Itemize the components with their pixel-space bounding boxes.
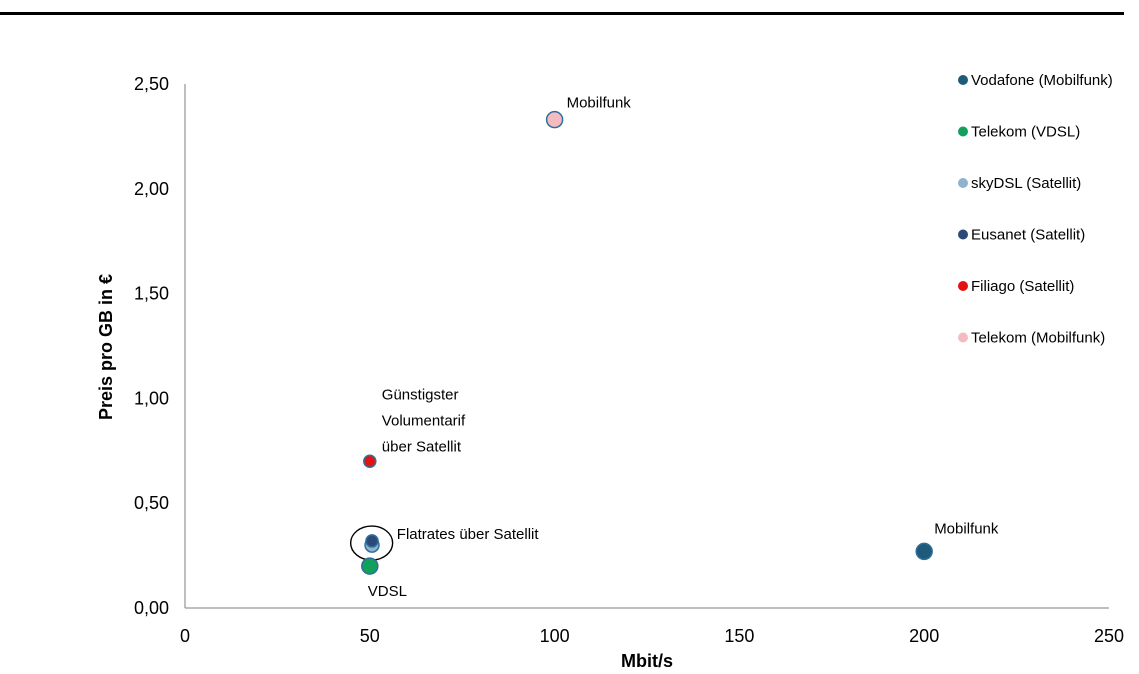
x-tick-label: 250: [1094, 626, 1124, 646]
legend-marker: [958, 281, 968, 291]
legend-marker: [958, 126, 968, 137]
legend-entry: Vodafone (Mobilfunk): [971, 72, 1113, 89]
y-tick-label: 1,50: [134, 284, 169, 304]
legend-entry: Telekom (Mobilfunk): [971, 330, 1105, 347]
annotation-guenstigster-volumentarif: über Satellit: [382, 438, 462, 455]
y-tick-label: 2,00: [134, 179, 169, 199]
annotation-mobilfunk-vodafone: Mobilfunk: [934, 520, 999, 537]
legend-marker: [958, 178, 968, 188]
x-tick-label: 150: [724, 626, 754, 646]
annotation-mobilfunk-telekom: Mobilfunk: [567, 95, 632, 112]
y-tick-label: 0,50: [134, 493, 169, 513]
x-tick-label: 200: [909, 626, 939, 646]
legend-entry: Telekom (VDSL): [971, 124, 1080, 141]
annotation-vdsl: VDSL: [368, 583, 407, 600]
data-point: [915, 542, 933, 561]
y-tick-label: 2,50: [134, 74, 169, 94]
y-tick-label: 1,00: [134, 388, 169, 408]
data-point: [365, 534, 379, 548]
x-tick-labels: 0 50 100 150 200 250: [180, 626, 1124, 646]
y-tick-labels: 0,00 0,50 1,00 1,50 2,00 2,50: [134, 74, 169, 618]
data-point: [361, 557, 379, 575]
data-point: [545, 110, 564, 129]
legend-marker: [958, 75, 968, 85]
annotation-flatrates-satellit: Flatrates über Satellit: [397, 526, 540, 543]
data-points: [361, 110, 933, 575]
y-tick-label: 0,00: [134, 598, 169, 618]
annotations: Mobilfunk Günstigster Volumentarif über Sat…: [368, 95, 999, 600]
legend-entry: Eusanet (Satellit): [971, 227, 1085, 244]
annotation-guenstigster-volumentarif: Volumentarif: [382, 412, 466, 429]
legend-marker: [958, 332, 968, 343]
legend-entry: skyDSL (Satellit): [971, 175, 1081, 192]
data-point: [363, 454, 377, 469]
axes: [184, 84, 1109, 609]
x-tick-label: 100: [540, 626, 570, 646]
x-axis-title: Mbit/s: [621, 651, 673, 671]
annotation-guenstigster-volumentarif: Günstigster: [382, 386, 459, 403]
x-tick-label: 0: [180, 626, 190, 646]
legend: Vodafone (Mobilfunk) Telekom (VDSL) skyDSL…: [958, 72, 1113, 347]
top-rule: [0, 12, 1124, 15]
legend-entry: Filiago (Satellit): [971, 278, 1074, 295]
legend-marker: [958, 229, 968, 240]
y-axis-title: Preis pro GB in €: [96, 274, 116, 420]
x-tick-label: 50: [360, 626, 380, 646]
